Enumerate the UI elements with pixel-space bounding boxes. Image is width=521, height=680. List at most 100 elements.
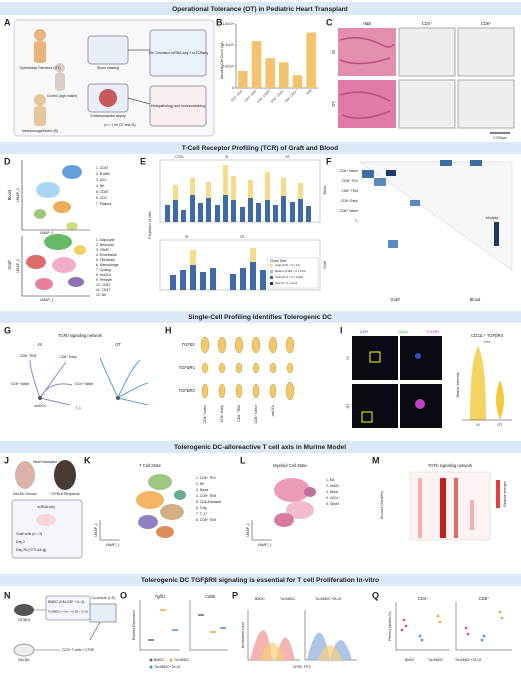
legend-label: BMDC [255, 597, 266, 601]
legend-label: 4. NK [96, 184, 105, 188]
panel-d-umaps-shape [66, 222, 78, 230]
legend-title: Clone Size [270, 259, 287, 263]
panel-a-illustration-shape [99, 89, 117, 107]
legend-label: Tol-BMDC+TA-02 [455, 658, 482, 662]
gene-label: TGFBR1 [178, 365, 195, 370]
panel-e-bars-shape-shape [173, 200, 178, 222]
axis-label: UMAP_2 [94, 523, 98, 537]
panel-f-heatmap-shape [410, 200, 420, 206]
row-label: CD8⁺ Naïve [340, 209, 358, 213]
panel-e-bars-shape-shape [206, 182, 211, 198]
panel-e-bars-shape-shape [165, 205, 170, 222]
panel-l-umap-shape [251, 520, 272, 541]
panel-c-images-shape [398, 27, 456, 77]
y-axis-label: Absolute Cell Count (/µL) [220, 41, 224, 79]
legend-label: 9. Pericyte [96, 278, 112, 282]
gene-label: TGFBR2 [178, 388, 195, 393]
legend-label: 4. CD8⁺ TEM [196, 494, 217, 498]
row-label: CD8⁺ TEM [341, 189, 358, 193]
panel-e-bars-shape-shape [190, 265, 196, 290]
section-title: Single-Cell Profiling Identifies Tolerog… [188, 314, 332, 321]
legend-label: 3. Naive [196, 488, 209, 492]
legend-label: 12. NK [96, 293, 107, 297]
row-label: CD8⁺ TEX [342, 179, 359, 183]
panel-q-plots-shape-shape [498, 610, 502, 614]
panel-i-images-shape [400, 336, 442, 380]
bar [306, 32, 316, 88]
axis-label: UMAP_2 [16, 188, 20, 202]
panel-h-violins [200, 336, 295, 401]
panel-k-umap-shape [148, 474, 172, 490]
panel-e-bars-shape-shape [270, 270, 273, 273]
y-axis-label: Sources (Senders) [380, 491, 384, 519]
panel-j-illustration [11, 460, 83, 559]
panel-n-illustration-shape [89, 603, 117, 623]
group-label: IS [185, 235, 189, 239]
axis-label: UMAP_1 [258, 543, 272, 547]
legend-label: 2. NK [196, 482, 205, 486]
panel-e-bars-shape-shape [265, 200, 270, 222]
panel-o-plots-shape [148, 609, 226, 641]
axis-label: UMAP_1 [40, 298, 54, 302]
section-title: Tolerogenic DC TGFβRII signaling is esse… [141, 577, 379, 584]
axis-label: UMAP_1 [106, 543, 120, 547]
legend-label: Large (0.01 < X ≤ 0.1) [275, 263, 300, 267]
panel-a-illustration-shape [87, 35, 129, 65]
panel-c-images-shape [338, 80, 396, 128]
panel-g-network [29, 357, 149, 406]
x-tick-label: OT [498, 423, 503, 427]
label: Blood drawing [97, 66, 119, 70]
node-label: CD4⁺ Naïve [75, 382, 93, 386]
panel-k-umap-shape [99, 520, 120, 541]
panel-l-umap [251, 478, 316, 541]
y-axis-label: Normalized count [241, 622, 245, 648]
panel-e-bars-shape-shape [290, 202, 295, 222]
panel-q-plots-shape [436, 610, 504, 624]
panel-letters-shape: N [4, 590, 11, 600]
panel-letters-shape: C [326, 17, 333, 27]
panel-j-illustration-shape [11, 499, 83, 559]
bar [251, 41, 262, 88]
y-tick-label: 0 [232, 86, 234, 90]
panel-title: T Cell State [139, 463, 161, 468]
panel-letters-shape: G [4, 325, 11, 335]
panel-p-histograms-shape [307, 632, 352, 660]
legend-label: 1. CD8⁺ TEX [196, 476, 217, 480]
row-label: Blood [7, 189, 12, 200]
label: C57BL6 [18, 618, 30, 622]
panel-k-umap [99, 474, 186, 541]
panel-h-violins-shape [269, 362, 277, 374]
legend-label: 2. Neuronal [96, 243, 114, 247]
panel-k-umap-shape [156, 526, 174, 538]
panel-f-heatmap-shape [374, 178, 386, 186]
panel-a-illustration [13, 19, 215, 137]
panel-h-violins-shape [285, 336, 295, 354]
panel-a-illustration-shape [34, 94, 46, 106]
panel-c-images-shape [398, 79, 456, 129]
row-label: OT [331, 101, 336, 107]
legend-label: 6. CDC [96, 196, 108, 200]
column-label: CD4⁺ [422, 21, 433, 26]
panel-f-heatmap-shape [388, 240, 398, 248]
panel-letters-shape: A [4, 17, 11, 27]
panel-q-plots [395, 602, 512, 651]
panel-title: CD8⁺ [479, 596, 490, 601]
axis-label: UMAP_2 [246, 523, 250, 537]
panel-e-bars-shape-shape [198, 203, 203, 222]
panel-q-plots-shape-shape [436, 614, 440, 618]
legend-label: 4. Endothelial [96, 253, 117, 257]
section-title: Tolerogenic DC-alloreactive T cell axis … [174, 444, 346, 451]
panel-g-network-shape [29, 359, 73, 406]
node-label: CD8⁺ Early [59, 355, 77, 359]
group-label: CTRL [175, 155, 184, 159]
panel-n-illustration-shape [14, 604, 34, 616]
panel-e-bars-shape-shape [230, 274, 236, 290]
panel-e-bars-shape-shape [206, 198, 211, 222]
panel-o-plots-shape [149, 658, 153, 662]
group-label: OT [240, 235, 245, 239]
panel-h-violins-shape [286, 362, 294, 374]
legend-label: Rare (0 < X ≤ 1e-4) [275, 281, 297, 285]
panel-letters-shape: I [340, 325, 343, 335]
panel-k-umap-shape [174, 490, 186, 500]
panel-d-umaps-shape [35, 278, 53, 290]
